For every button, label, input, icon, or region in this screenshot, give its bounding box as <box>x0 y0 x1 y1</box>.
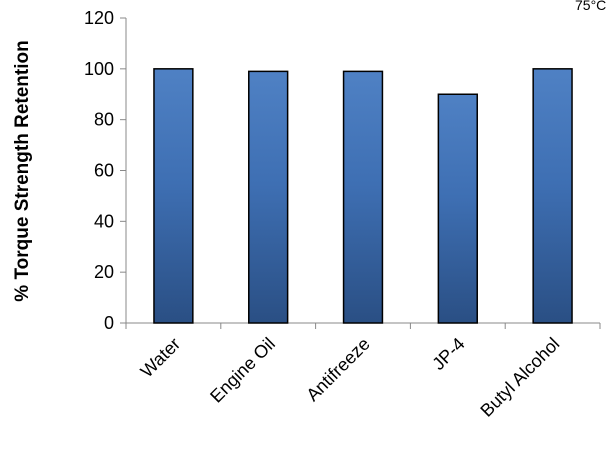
x-category-label: Antifreeze <box>302 334 373 405</box>
x-category-label: Engine Oil <box>206 334 279 407</box>
x-category-label: Butyl Alcohol <box>476 334 563 421</box>
axes <box>120 17 601 329</box>
y-axis-title: % Torque Strength Retention <box>12 40 33 301</box>
x-category-label: JP-4 <box>428 334 468 374</box>
y-tick-label: 0 <box>104 313 114 333</box>
y-tick-label: 20 <box>94 262 114 282</box>
bar-antifreeze <box>342 70 384 324</box>
y-tick-label: 60 <box>94 161 114 181</box>
y-tick-label: 80 <box>94 110 114 130</box>
x-category-label: Water <box>137 334 185 382</box>
y-tick-label: 100 <box>84 59 114 79</box>
bar-engine-oil <box>248 70 289 324</box>
bar-butyl-alcohol <box>532 68 573 324</box>
corner-annotation: 75°C <box>575 0 606 13</box>
bar-water <box>153 68 194 324</box>
y-tick-label: 40 <box>94 211 114 231</box>
bar-jp-4 <box>437 93 478 324</box>
y-tick-label: 120 <box>84 8 114 28</box>
bars <box>153 68 573 324</box>
